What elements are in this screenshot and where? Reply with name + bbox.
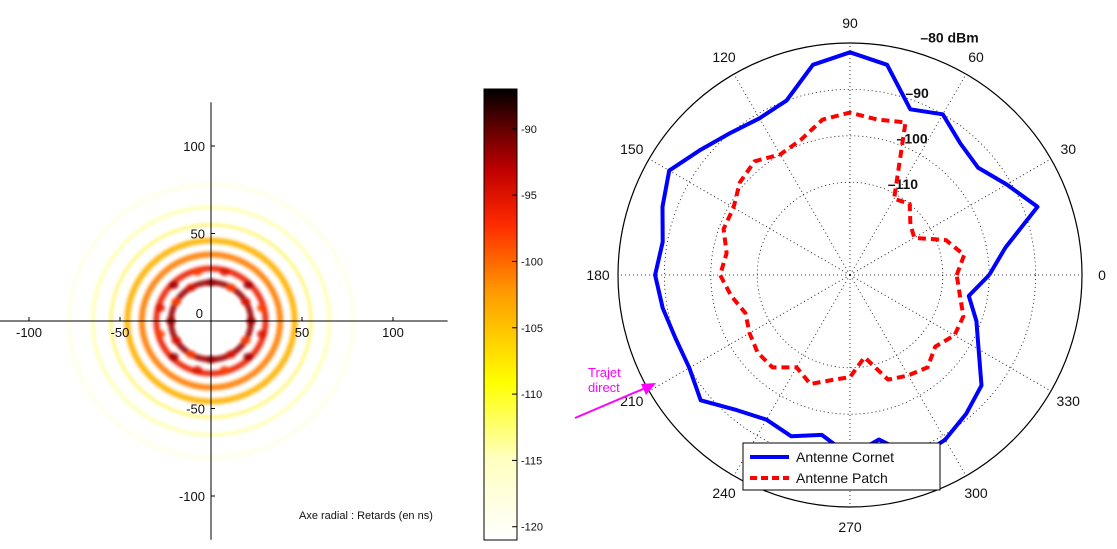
heatmap-blob [192, 366, 203, 375]
annotation-line-2: direct [588, 380, 620, 395]
colorbar-gradient [483, 88, 518, 541]
colorbar-tick-label: -90 [521, 124, 537, 136]
heatmap-blob [171, 297, 182, 306]
heatmap-x-tick-label: 0 [196, 306, 203, 321]
polar-grid-spoke [849, 274, 967, 477]
colorbar-ticks: -90 -95 -100 -105 -110 -115 -120 [512, 124, 543, 534]
heatmap-blob [171, 336, 182, 345]
annotation-line-1: Trajet [588, 365, 621, 380]
polar-angle-label: 90 [842, 15, 858, 31]
annotation-arrow-shaft [574, 385, 651, 419]
legend-box [742, 442, 941, 491]
direct-path-annotation: Trajet direct [574, 365, 656, 419]
heatmap-blob [226, 283, 237, 292]
polar-angle-label: 30 [1060, 141, 1076, 157]
colorbar-tick-label: -105 [521, 323, 543, 335]
polar-grid-spoke [849, 158, 1052, 276]
heatmap-blob [240, 336, 251, 345]
heatmap-y-tick-label: 50 [191, 227, 205, 242]
polar-angle-label: 330 [1057, 393, 1081, 409]
legend-label-cornet: Antenne Cornet [796, 449, 894, 465]
heatmap-blob [256, 330, 267, 339]
polar-grid-spoke [849, 274, 1052, 392]
heatmap-axes [0, 102, 448, 540]
polar-plot: 0 30 60 90 120 150 180 210 240 270 300 330 –80 dBm –… [586, 15, 1106, 535]
heatmap-blob [155, 330, 166, 339]
colorbar-tick-label: -100 [521, 256, 543, 268]
polar-grid-spoke [648, 158, 851, 276]
polar-angle-label: 270 [838, 519, 862, 535]
polar-ring-labels: –80 dBm–90–100–110 [888, 29, 979, 192]
polar-ring-label: –90 [905, 85, 929, 101]
polar-angle-label: 180 [586, 267, 610, 283]
polar-ring-label: –110 [888, 176, 919, 192]
colorbar-tick-label: -110 [521, 389, 542, 401]
polar-ring-label: –80 dBm [920, 29, 978, 45]
heatmap-blob [240, 297, 251, 306]
heatmap-blob [219, 366, 230, 375]
polar-angle-label: 300 [964, 485, 988, 501]
heatmap-blob [168, 352, 179, 361]
polar-series-patch-line [718, 110, 967, 386]
colorbar-tick-label: -120 [521, 522, 543, 534]
heatmap-axis-note: Axe radial : Retards (en ns) [299, 510, 433, 522]
colorbar-tick-label: -95 [521, 190, 537, 202]
heatmap-blob [256, 303, 267, 312]
heatmap-blob [243, 352, 254, 361]
polar-series [653, 50, 1040, 461]
heatmap-y-tick-label: -100 [179, 489, 205, 504]
heatmap-x-tick-label: -50 [111, 325, 130, 340]
heatmap-x-tick-label: -100 [16, 325, 42, 340]
polar-angle-labels: 0 30 60 90 120 150 180 210 240 270 300 330 [586, 15, 1106, 535]
heatmap-x-tick-label: 50 [295, 325, 309, 340]
polar-angle-label: 210 [620, 393, 644, 409]
heatmap-blob [155, 303, 166, 312]
polar-outer-circle [617, 42, 1083, 508]
polar-angle-label: 150 [620, 141, 644, 157]
polar-grid-spoke [733, 274, 851, 477]
heatmap-tick-labels: -100 -50 0 50 100 100 50 -50 -100 [16, 139, 404, 504]
heatmap-blob [185, 283, 196, 292]
heatmap-blob [243, 281, 254, 290]
legend: Antenne Cornet Antenne Patch [742, 442, 941, 491]
colorbar: -90 -95 -100 -105 -110 -115 -120 [483, 88, 543, 541]
polar-angle-label: 0 [1098, 267, 1106, 283]
heatmap-blob [168, 281, 179, 290]
annotation-arrow-head [641, 383, 656, 395]
heatmap-blob [185, 350, 196, 359]
legend-label-patch: Antenne Patch [796, 470, 888, 486]
heatmap-blob [219, 267, 230, 276]
polar-series-cornet-line [653, 50, 1040, 461]
heatmap-blob [226, 350, 237, 359]
heatmap-x-tick-label: 100 [382, 325, 404, 340]
heatmap-blob [192, 267, 203, 276]
colorbar-tick-label: -115 [521, 455, 542, 467]
polar-angle-label: 240 [712, 485, 736, 501]
heatmap-y-tick-label: 100 [183, 139, 205, 154]
delay-heatmap: -100 -50 0 50 100 100 50 -50 -100 Axe radial : R… [0, 102, 448, 540]
heatmap-y-tick-label: -50 [186, 402, 205, 417]
polar-grid-spoke [849, 73, 967, 276]
polar-grid-spoke [733, 73, 851, 276]
polar-angle-label: 120 [712, 49, 736, 65]
polar-angle-label: 60 [968, 49, 984, 65]
